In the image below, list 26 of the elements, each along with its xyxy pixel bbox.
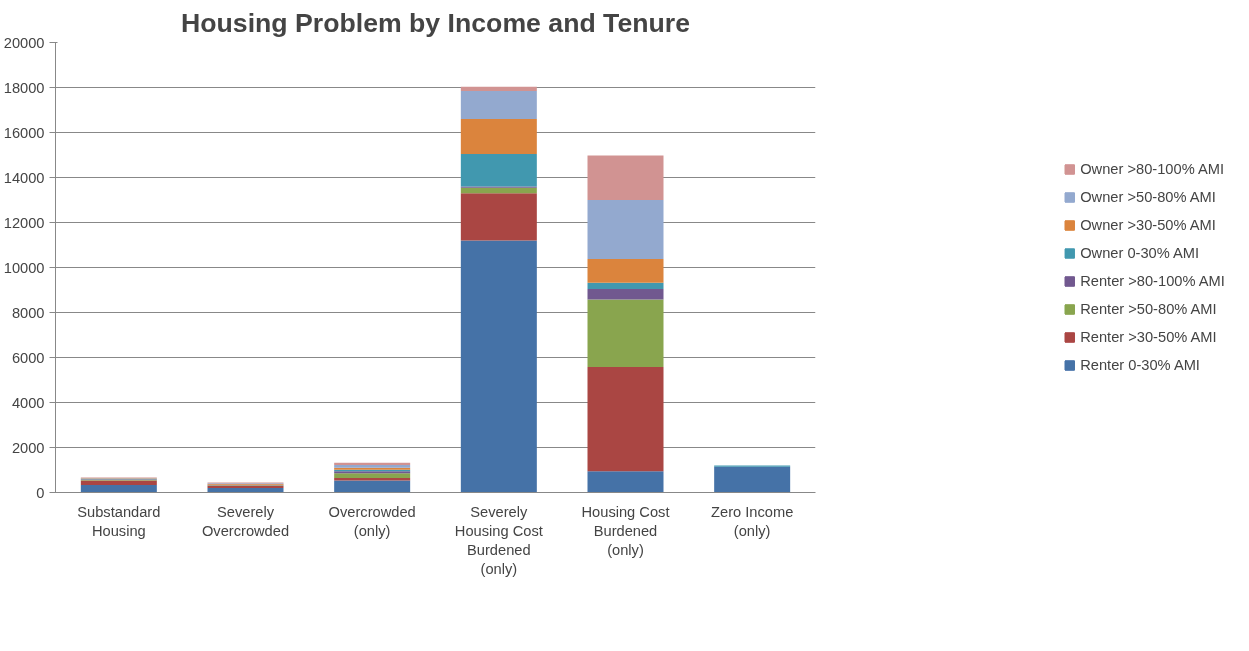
legend-label: Renter >50-80% AMI (1080, 301, 1217, 317)
y-tick-label: 6000 (11, 349, 45, 366)
y-tick-label: 20000 (3, 34, 45, 51)
y-tick-label: 4000 (11, 394, 45, 411)
y-tick-label: 0 (36, 484, 45, 501)
legend-label: Renter >30-50% AMI (1080, 329, 1217, 345)
x-tick-label: Severely Housing Cost Burdened (only) (454, 503, 543, 578)
legend-label: Owner >30-50% AMI (1080, 217, 1216, 233)
y-tick-label: 12000 (3, 214, 45, 231)
y-tick-label: 8000 (11, 304, 45, 321)
legend-label: Owner >50-80% AMI (1080, 189, 1216, 205)
x-tick-label: Housing Cost Burdened (only) (581, 503, 670, 558)
legend-label: Renter >80-100% AMI (1080, 273, 1225, 289)
y-tick-label: 10000 (3, 259, 45, 276)
chart-title: Housing Problem by Income and Tenure (181, 7, 691, 38)
legend-label: Owner >80-100% AMI (1080, 161, 1224, 177)
y-tick-label: 14000 (3, 169, 45, 186)
x-tick-label: Substandard Housing (77, 503, 161, 539)
legend-label: Renter 0-30% AMI (1080, 357, 1200, 373)
legend-label: Owner 0-30% AMI (1080, 245, 1200, 261)
y-tick-label: 16000 (3, 124, 45, 141)
y-tick-label: 2000 (11, 439, 45, 456)
x-tick-label: Zero Income (only) (711, 503, 794, 539)
x-tick-label: Overcrowded (only) (328, 503, 416, 539)
x-tick-label: Severely Overcrowded (201, 503, 290, 539)
y-tick-label: 18000 (3, 79, 45, 96)
